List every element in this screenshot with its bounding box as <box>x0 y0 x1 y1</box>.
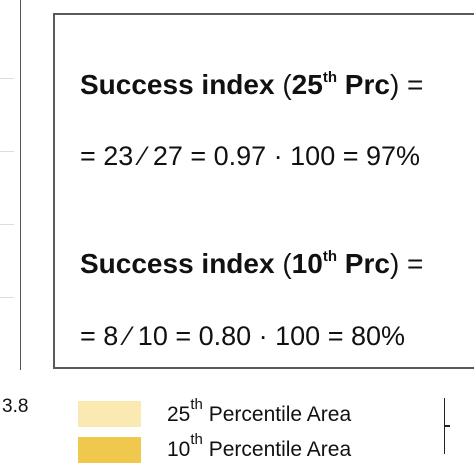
gridline <box>0 297 14 298</box>
success-index-10-heading: Success index (10th Prc) = <box>80 248 423 280</box>
open-paren: ( <box>282 69 292 100</box>
legend-text: Percentile Area <box>202 438 352 461</box>
legend-number: 25 <box>167 403 191 426</box>
ordinal-suffix: th <box>322 69 337 86</box>
percentile-number: 10 <box>291 248 323 279</box>
heading-label: Success index <box>80 69 275 100</box>
legend-text: Percentile Area <box>202 403 352 426</box>
gridline <box>0 151 14 152</box>
legend-ordinal: th <box>190 431 203 448</box>
equals-sign: = <box>407 69 424 100</box>
equals-sign: = <box>407 248 424 279</box>
success-index-25-equation: = 23 ⁄ 27 = 0.97 · 100 = 97% <box>80 141 421 171</box>
percentile-abbrev: Prc <box>337 248 390 279</box>
gridline <box>0 78 14 79</box>
success-index-25-heading: Success index (25th Prc) = <box>80 69 423 101</box>
close-paren: ) <box>389 248 400 279</box>
legend-ordinal: th <box>190 396 203 413</box>
percentile-abbrev: Prc <box>337 69 390 100</box>
heading-label: Success index <box>80 248 275 279</box>
legend-swatch-25th <box>78 401 141 427</box>
open-paren: ( <box>282 248 292 279</box>
x-tick-label: 3.8 <box>2 396 29 417</box>
legend-bracket-tip <box>444 425 450 427</box>
gridline <box>0 224 14 225</box>
success-index-panel <box>53 13 474 369</box>
legend-swatch-10th <box>78 437 141 463</box>
legend-label-25th: 25th Percentile Area <box>167 397 352 427</box>
legend-number: 10 <box>167 438 191 461</box>
ordinal-suffix: th <box>322 248 337 265</box>
success-index-10-equation: = 8 ⁄ 10 = 0.80 · 100 = 80% <box>80 321 406 351</box>
close-paren: ) <box>389 69 400 100</box>
legend-label-10th: 10th Percentile Area <box>167 432 352 462</box>
left-plot-frame <box>0 0 21 370</box>
percentile-number: 25 <box>291 69 323 100</box>
